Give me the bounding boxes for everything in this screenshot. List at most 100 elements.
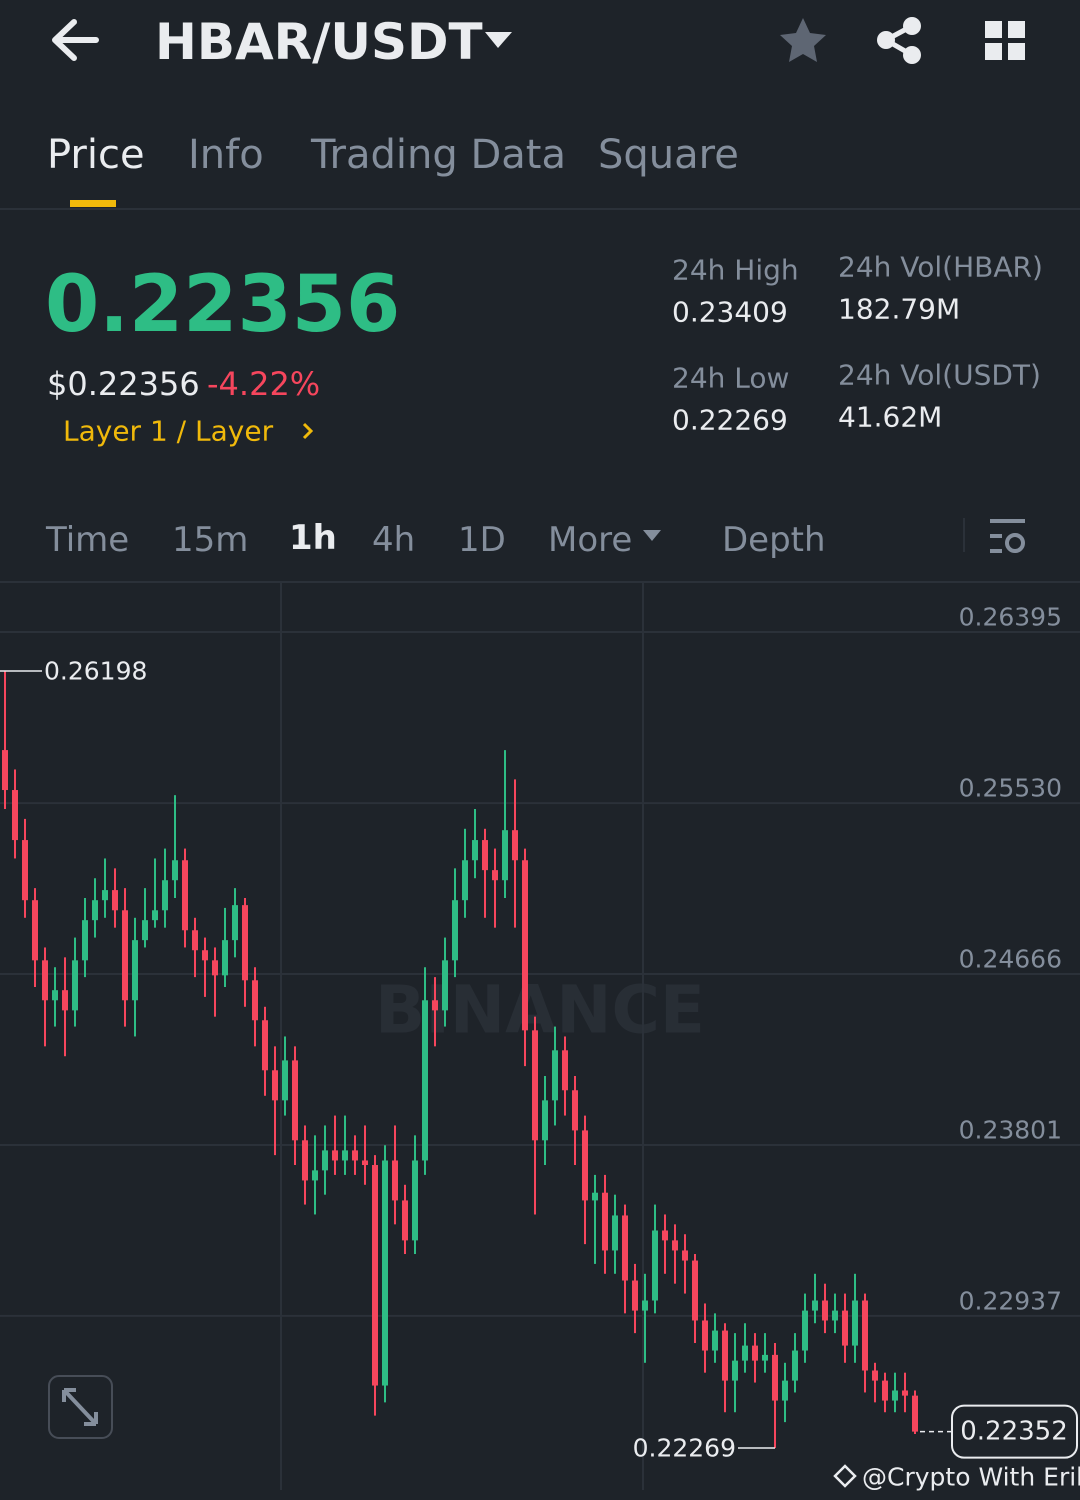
interval[interactable]: More [548, 520, 632, 560]
candle-body [72, 960, 78, 1011]
interval[interactable]: Time [45, 520, 129, 560]
y-tick-label: 0.23801 [959, 1116, 1062, 1145]
candle-body [612, 1215, 618, 1251]
candle-body [872, 1370, 878, 1381]
candle-body [332, 1150, 338, 1161]
candle-body [392, 1160, 398, 1201]
candle-body [352, 1150, 358, 1161]
candle-body [62, 990, 68, 1011]
candle-body [842, 1310, 848, 1346]
low-marker-label: 0.22269 [633, 1434, 736, 1463]
more-dropdown[interactable] [643, 530, 661, 541]
share-icon[interactable] [877, 17, 921, 64]
grid-cell [1008, 21, 1025, 38]
settings-lines [990, 519, 1025, 553]
candle-body [42, 960, 48, 1001]
price-change: -4.22% [207, 365, 320, 403]
last-price-label: 0.22352 [960, 1417, 1068, 1447]
favorite-icon[interactable] [780, 18, 826, 62]
usd-price: $0.22356 [47, 365, 200, 403]
credit: @Crypto With Erik [862, 1463, 1080, 1492]
last-price: 0.22356 [45, 260, 400, 350]
candle-body [52, 990, 58, 1001]
interval[interactable]: 4h [372, 520, 415, 560]
candle-body [152, 910, 158, 921]
y-tick-label: 0.26395 [959, 603, 1062, 632]
candle-body [22, 840, 28, 901]
candle-body [852, 1300, 858, 1346]
candle-body [862, 1300, 868, 1371]
interval[interactable]: 15m [172, 520, 248, 560]
stat-label: 24h Low [672, 362, 789, 395]
pair-dropdown[interactable] [485, 32, 512, 48]
fullscreen-button[interactable] [48, 1375, 113, 1439]
candle-body [802, 1310, 808, 1351]
candle-body [782, 1380, 788, 1401]
candle-body [652, 1230, 658, 1301]
candle-body [322, 1150, 328, 1171]
candle-body [82, 920, 88, 961]
tab[interactable]: Info [188, 132, 264, 178]
candle-body [402, 1200, 408, 1241]
interval[interactable]: 1D [458, 520, 506, 560]
stat-label: 24h Vol(USDT) [838, 359, 1041, 392]
candle-body [712, 1330, 718, 1351]
candle-body [172, 860, 178, 881]
candle-body [492, 870, 498, 881]
watermark: BINANCE [375, 972, 705, 1049]
candle-body [602, 1192, 608, 1251]
tag-chevron[interactable] [302, 422, 314, 440]
candle-body [722, 1330, 728, 1381]
back-button[interactable] [52, 19, 99, 61]
candle-body [472, 840, 478, 861]
category-tag[interactable]: Layer 1 / Layer [63, 415, 274, 448]
tab[interactable]: Square [598, 132, 739, 178]
candle-body [422, 1000, 428, 1161]
interval-active[interactable]: 1h [289, 518, 337, 558]
candle-body [732, 1360, 738, 1381]
candle-body [32, 900, 38, 961]
candle-body [812, 1300, 818, 1311]
candle-body [642, 1300, 648, 1311]
settings-gear [1005, 533, 1025, 553]
candle-body [832, 1310, 838, 1321]
candle-body [482, 840, 488, 871]
pair-title[interactable]: HBAR/USDT [155, 13, 483, 71]
candle-body [252, 980, 258, 1021]
candle-body [682, 1250, 688, 1261]
tab[interactable]: Trading Data [310, 132, 566, 178]
candle-body [12, 790, 18, 841]
candle-body [242, 905, 248, 981]
high-marker-label: 0.26198 [44, 656, 147, 685]
candle-body [122, 910, 128, 1001]
candle-body [882, 1380, 888, 1401]
divider [0, 581, 1080, 583]
tab-indicator [70, 200, 116, 207]
candle-body [632, 1280, 638, 1311]
divider [0, 208, 1080, 210]
grid-cell [1008, 43, 1025, 60]
stat-label: 24h High [672, 254, 799, 287]
candle-body [662, 1230, 668, 1241]
grid-icon[interactable] [985, 21, 1025, 60]
candle-body [412, 1160, 418, 1241]
candle-body [272, 1070, 278, 1101]
candle-body [132, 940, 138, 1001]
candle-body [622, 1215, 628, 1281]
candle-body [382, 1160, 388, 1386]
tab[interactable]: Price [47, 132, 145, 178]
candle-body [512, 830, 518, 861]
candle-body [102, 890, 108, 901]
candle-body [772, 1354, 778, 1401]
interval[interactable]: Depth [722, 520, 826, 560]
candle-body [572, 1090, 578, 1131]
y-tick-label: 0.25530 [959, 774, 1062, 803]
candle-body [432, 1000, 438, 1011]
candle-body [692, 1260, 698, 1321]
candle-body [202, 950, 208, 961]
chart-settings-icon[interactable] [990, 519, 1025, 553]
candle-body [582, 1130, 588, 1201]
back-arrow [52, 19, 99, 61]
